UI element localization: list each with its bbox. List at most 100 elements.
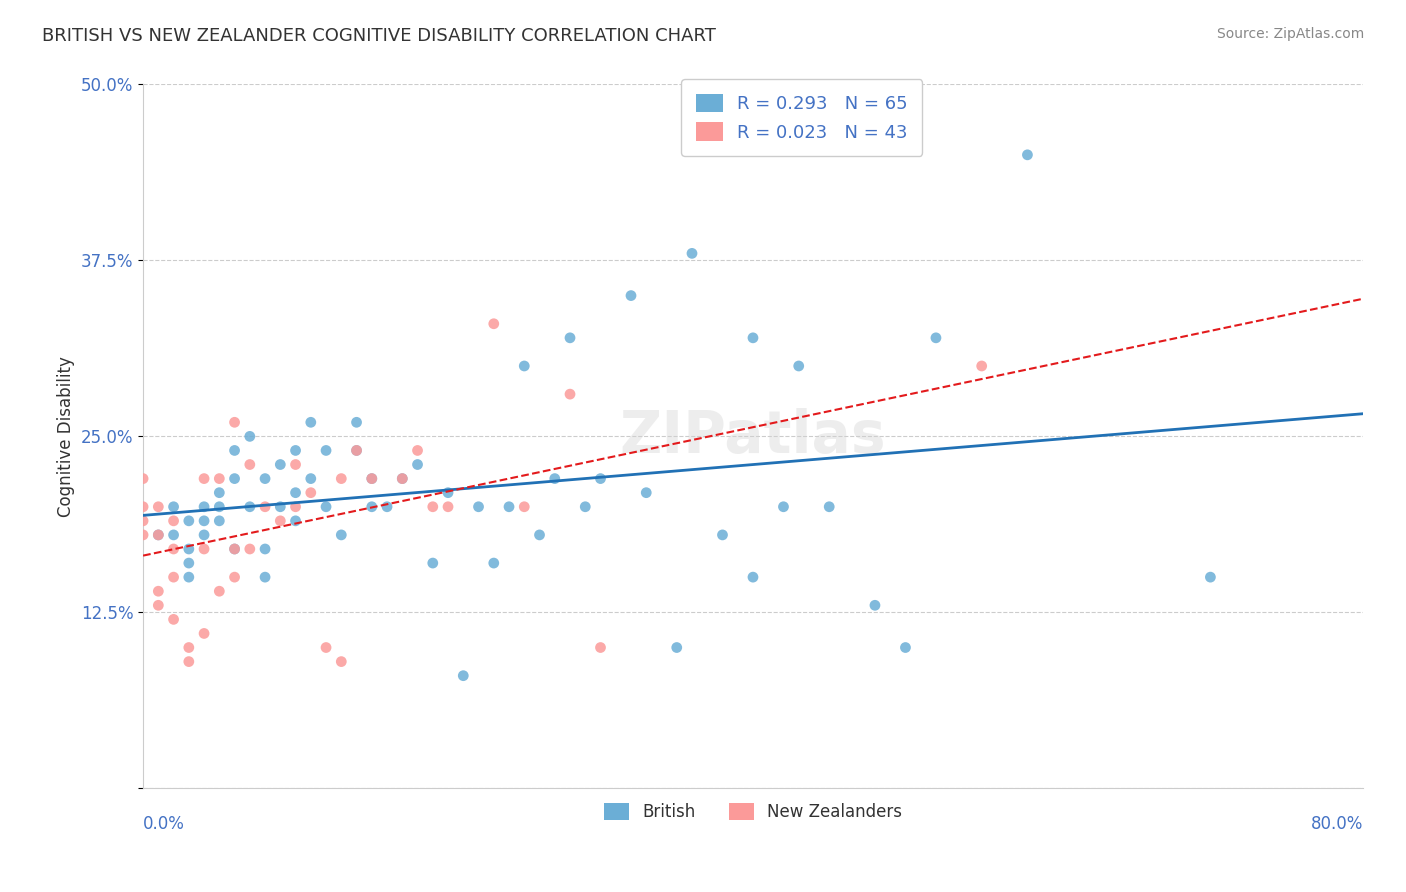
- Point: [863, 599, 886, 613]
- Point: [346, 443, 368, 458]
- Point: [224, 443, 246, 458]
- Point: [239, 458, 262, 472]
- Text: 0.0%: 0.0%: [143, 815, 186, 833]
- Point: [330, 655, 353, 669]
- Point: [284, 458, 307, 472]
- Point: [224, 472, 246, 486]
- Point: [162, 500, 184, 514]
- Text: BRITISH VS NEW ZEALANDER COGNITIVE DISABILITY CORRELATION CHART: BRITISH VS NEW ZEALANDER COGNITIVE DISAB…: [42, 27, 716, 45]
- Text: 80.0%: 80.0%: [1310, 815, 1362, 833]
- Point: [589, 472, 612, 486]
- Point: [193, 514, 215, 528]
- Point: [772, 500, 794, 514]
- Point: [1017, 148, 1039, 162]
- Text: ZIPatlas: ZIPatlas: [620, 408, 886, 465]
- Point: [437, 485, 460, 500]
- Point: [254, 500, 277, 514]
- Point: [162, 514, 184, 528]
- Point: [467, 500, 489, 514]
- Point: [315, 640, 337, 655]
- Point: [346, 443, 368, 458]
- Point: [193, 500, 215, 514]
- Point: [925, 331, 948, 345]
- Point: [148, 500, 170, 514]
- Point: [406, 458, 429, 472]
- Point: [375, 500, 398, 514]
- Point: [544, 472, 567, 486]
- Point: [193, 472, 215, 486]
- Point: [224, 541, 246, 556]
- Point: [148, 528, 170, 542]
- Point: [482, 556, 505, 570]
- Point: [681, 246, 703, 260]
- Text: Source: ZipAtlas.com: Source: ZipAtlas.com: [1216, 27, 1364, 41]
- Point: [574, 500, 596, 514]
- Point: [132, 514, 155, 528]
- Point: [269, 458, 291, 472]
- Point: [269, 514, 291, 528]
- Point: [453, 668, 475, 682]
- Point: [224, 541, 246, 556]
- Point: [177, 640, 200, 655]
- Point: [132, 500, 155, 514]
- Point: [360, 500, 382, 514]
- Point: [208, 514, 231, 528]
- Point: [148, 584, 170, 599]
- Point: [148, 528, 170, 542]
- Point: [406, 443, 429, 458]
- Point: [513, 359, 536, 373]
- Point: [177, 655, 200, 669]
- Point: [224, 570, 246, 584]
- Point: [529, 528, 551, 542]
- Point: [498, 500, 520, 514]
- Point: [148, 599, 170, 613]
- Y-axis label: Cognitive Disability: Cognitive Disability: [58, 356, 75, 516]
- Point: [284, 514, 307, 528]
- Point: [254, 570, 277, 584]
- Point: [665, 640, 688, 655]
- Point: [299, 415, 322, 429]
- Point: [193, 626, 215, 640]
- Point: [330, 472, 353, 486]
- Point: [482, 317, 505, 331]
- Point: [132, 528, 155, 542]
- Point: [589, 640, 612, 655]
- Point: [177, 570, 200, 584]
- Point: [299, 472, 322, 486]
- Point: [315, 443, 337, 458]
- Point: [742, 331, 765, 345]
- Point: [193, 541, 215, 556]
- Point: [787, 359, 810, 373]
- Point: [284, 485, 307, 500]
- Point: [391, 472, 413, 486]
- Point: [162, 570, 184, 584]
- Point: [346, 415, 368, 429]
- Point: [239, 429, 262, 443]
- Point: [818, 500, 841, 514]
- Point: [284, 443, 307, 458]
- Point: [177, 541, 200, 556]
- Point: [254, 541, 277, 556]
- Point: [742, 570, 765, 584]
- Point: [162, 528, 184, 542]
- Point: [1199, 570, 1222, 584]
- Point: [558, 331, 581, 345]
- Point: [437, 500, 460, 514]
- Point: [711, 528, 734, 542]
- Point: [970, 359, 993, 373]
- Point: [162, 541, 184, 556]
- Point: [360, 472, 382, 486]
- Point: [284, 500, 307, 514]
- Point: [208, 472, 231, 486]
- Point: [422, 500, 444, 514]
- Point: [330, 528, 353, 542]
- Point: [636, 485, 658, 500]
- Point: [208, 500, 231, 514]
- Point: [239, 500, 262, 514]
- Point: [132, 472, 155, 486]
- Point: [239, 541, 262, 556]
- Point: [208, 485, 231, 500]
- Point: [177, 556, 200, 570]
- Point: [193, 528, 215, 542]
- Point: [315, 500, 337, 514]
